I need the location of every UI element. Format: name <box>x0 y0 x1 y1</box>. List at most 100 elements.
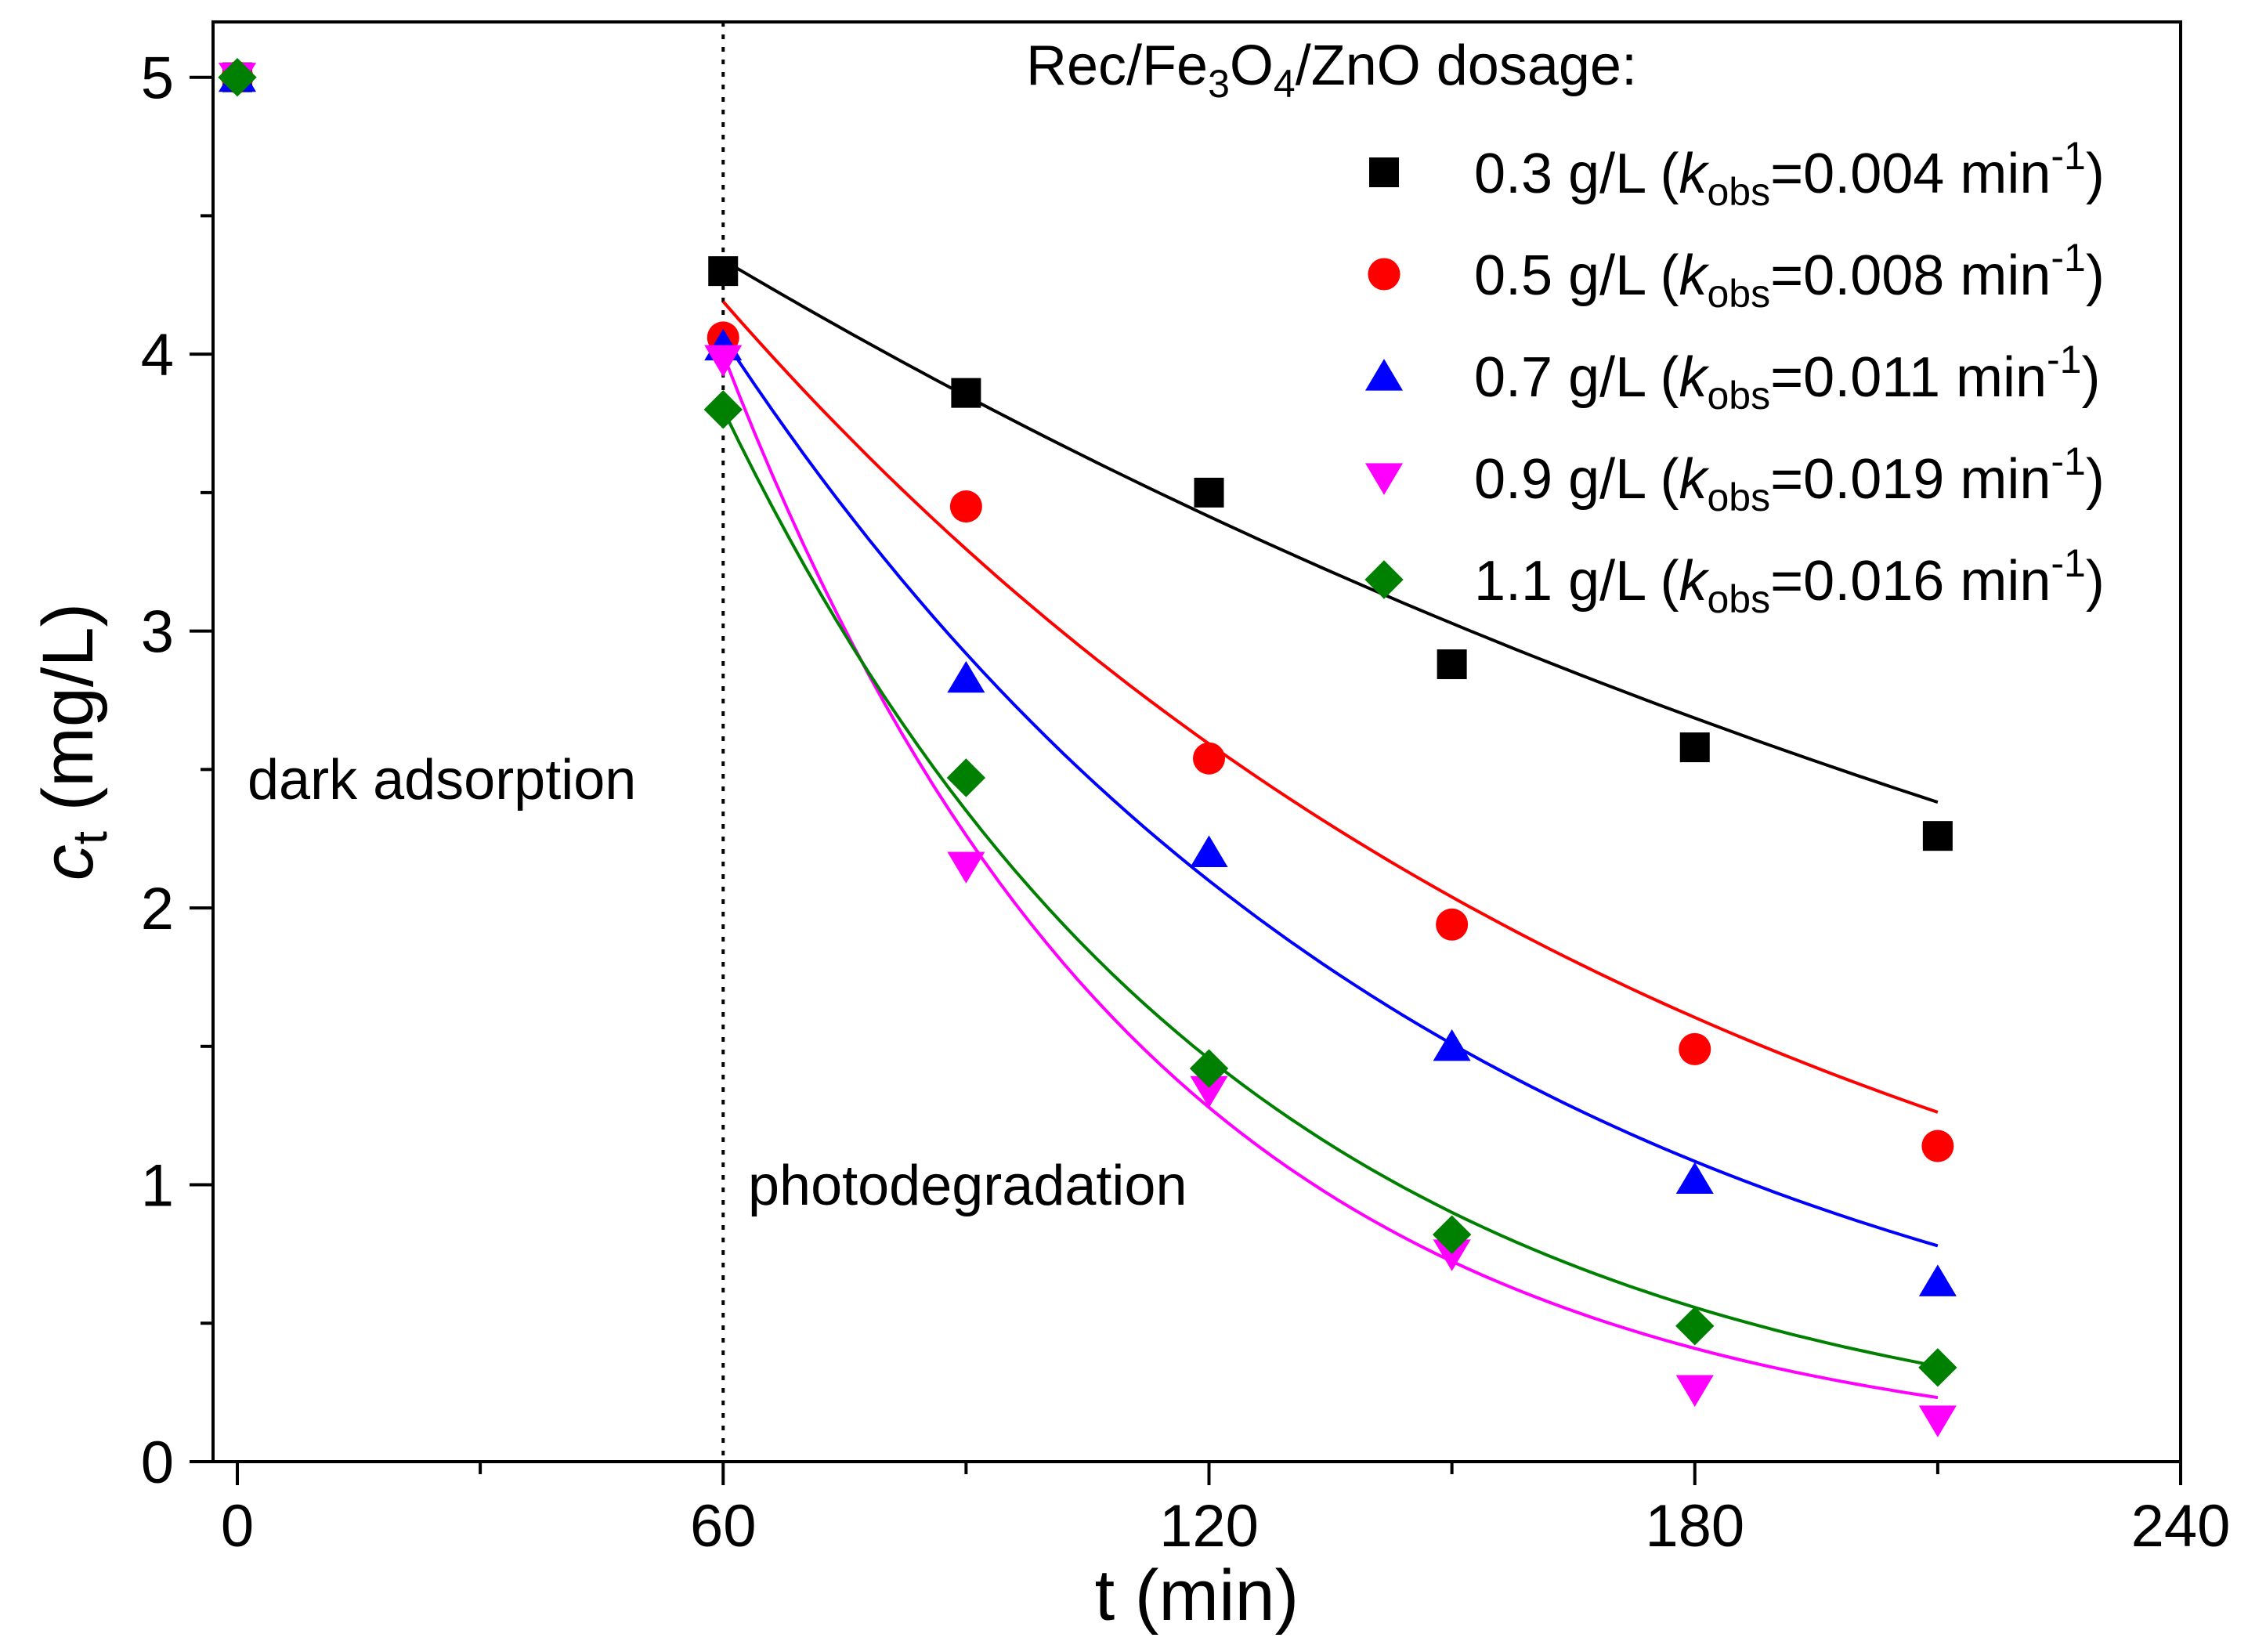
y-tick-label: 4 <box>141 322 174 389</box>
legend-k-symbol: k <box>1679 448 1711 511</box>
data-point <box>1675 1162 1714 1195</box>
legend-marker <box>1364 560 1404 599</box>
data-point <box>1679 732 1710 763</box>
data-point <box>947 660 985 693</box>
data-point <box>703 390 743 429</box>
data-point <box>1432 1215 1472 1254</box>
legend-k-symbol: k <box>1679 244 1711 307</box>
legend-dose: 0.5 g/L ( <box>1474 244 1679 307</box>
legend-label: 0.9 g/L (kobs=0.019 min-1) <box>1474 439 2105 519</box>
photodegradation-label: photodegradation <box>748 1155 1187 1217</box>
fit-curve <box>721 353 1939 1400</box>
axis-ticks: 0 60 120 180 240 0 1 2 3 4 5 <box>141 45 2231 1560</box>
fit-curves <box>721 258 1939 1400</box>
legend-k-value: =0.019 min <box>1770 448 2051 511</box>
legend-dose: 0.9 g/L ( <box>1474 448 1679 511</box>
data-point <box>1190 835 1228 867</box>
x-tick-label: 60 <box>690 1493 757 1560</box>
y-axis-title: ct (mg/L) <box>28 603 117 881</box>
legend-entry: 0.7 g/L (kobs=0.011 min-1) <box>1364 338 2100 418</box>
legend-marker-shape <box>1364 560 1404 599</box>
data-point <box>1918 1405 1957 1437</box>
legend-k-close: ) <box>2082 346 2101 409</box>
legend-entry: 0.5 g/L (kobs=0.008 min-1) <box>1368 236 2105 316</box>
fit-curve <box>721 408 1939 1368</box>
y-axis-title-unit: (mg/L) <box>28 603 108 831</box>
fit-curve <box>722 258 1939 804</box>
legend-marker-shape <box>1368 258 1400 291</box>
fit-curve <box>721 300 1939 1114</box>
y-tick-label: 1 <box>141 1153 174 1220</box>
legend-dose: 0.7 g/L ( <box>1474 346 1679 409</box>
legend-marker-shape <box>1364 463 1404 495</box>
legend-title-part-3: /ZnO dosage: <box>1296 34 1637 97</box>
legend-k-value: =0.008 min <box>1770 244 2051 307</box>
legend-k-close: ) <box>2086 448 2105 511</box>
legend-k-exp: -1 <box>2051 439 2085 483</box>
legend-marker <box>1364 463 1404 495</box>
data-point <box>1190 1075 1228 1108</box>
legend-k-sub: obs <box>1708 374 1771 418</box>
data-point <box>218 57 257 97</box>
x-tick-label: 240 <box>2131 1493 2231 1560</box>
legend-k-exp: -1 <box>2051 541 2085 585</box>
data-point <box>947 851 985 884</box>
fit-curve <box>721 336 1939 1248</box>
x-tick-label: 0 <box>221 1493 254 1560</box>
data-point <box>1922 821 1953 851</box>
data-point <box>951 378 981 408</box>
legend-k-sub: obs <box>1708 475 1771 519</box>
plot-frame <box>211 20 2182 1463</box>
dark-adsorption-label: dark adsorption <box>248 749 636 812</box>
legend-label: 0.5 g/L (kobs=0.008 min-1) <box>1474 236 2105 316</box>
data-point <box>1437 649 1467 680</box>
y-axis-title-sub: t <box>63 831 117 844</box>
legend-title-part-1: Rec/Fe <box>1026 34 1208 97</box>
legend-k-symbol: k <box>1679 346 1711 409</box>
data-point <box>946 758 986 797</box>
legend-k-exp: -1 <box>2047 338 2081 381</box>
legend-label: 1.1 g/L (kobs=0.016 min-1) <box>1474 541 2105 621</box>
y-tick-label: 5 <box>141 45 174 112</box>
legend-marker-shape <box>1364 359 1404 391</box>
legend-k-close: ) <box>2086 143 2105 205</box>
legend-title-part-2: O <box>1230 34 1274 97</box>
legend: 0.3 g/L (kobs=0.004 min-1) 0.5 g/L (kobs… <box>1364 134 2105 621</box>
data-point <box>1921 1130 1954 1162</box>
data-point <box>1679 1032 1711 1065</box>
data-point <box>1433 1028 1471 1061</box>
legend-k-close: ) <box>2086 550 2105 613</box>
legend-k-sub: obs <box>1708 577 1771 621</box>
legend-label: 0.7 g/L (kobs=0.011 min-1) <box>1474 338 2100 418</box>
data-point <box>1918 1264 1957 1296</box>
legend-k-sub: obs <box>1708 272 1771 316</box>
data-point <box>1194 477 1224 508</box>
data-point <box>1433 1239 1471 1271</box>
legend-dose: 0.3 g/L ( <box>1474 143 1679 205</box>
legend-dose: 1.1 g/L ( <box>1474 550 1679 613</box>
data-point <box>1192 742 1226 775</box>
y-tick-label: 0 <box>141 1430 174 1496</box>
y-tick-label: 2 <box>141 876 174 942</box>
data-point <box>1189 1049 1229 1088</box>
data-point <box>708 256 739 287</box>
legend-k-symbol: k <box>1679 550 1711 613</box>
legend-k-symbol: k <box>1679 143 1711 205</box>
legend-marker <box>1364 359 1404 391</box>
legend-title: Rec/Fe3O4/ZnO dosage: <box>1026 34 1637 106</box>
y-axis-title-main: c <box>28 844 108 880</box>
x-tick-label: 120 <box>1159 1493 1259 1560</box>
legend-entry: 1.1 g/L (kobs=0.016 min-1) <box>1364 541 2105 621</box>
data-point <box>1675 1307 1715 1346</box>
legend-marker <box>1368 258 1400 291</box>
legend-title-sub-1: 3 <box>1208 62 1230 106</box>
legend-k-close: ) <box>2086 244 2105 307</box>
legend-k-value: =0.016 min <box>1770 550 2051 613</box>
legend-label: 0.3 g/L (kobs=0.004 min-1) <box>1474 134 2105 214</box>
legend-k-value: =0.011 min <box>1770 346 2047 409</box>
x-tick-label: 180 <box>1645 1493 1744 1560</box>
data-point <box>704 345 743 378</box>
legend-marker-shape <box>1369 157 1399 187</box>
legend-entry: 0.9 g/L (kobs=0.019 min-1) <box>1364 439 2105 519</box>
